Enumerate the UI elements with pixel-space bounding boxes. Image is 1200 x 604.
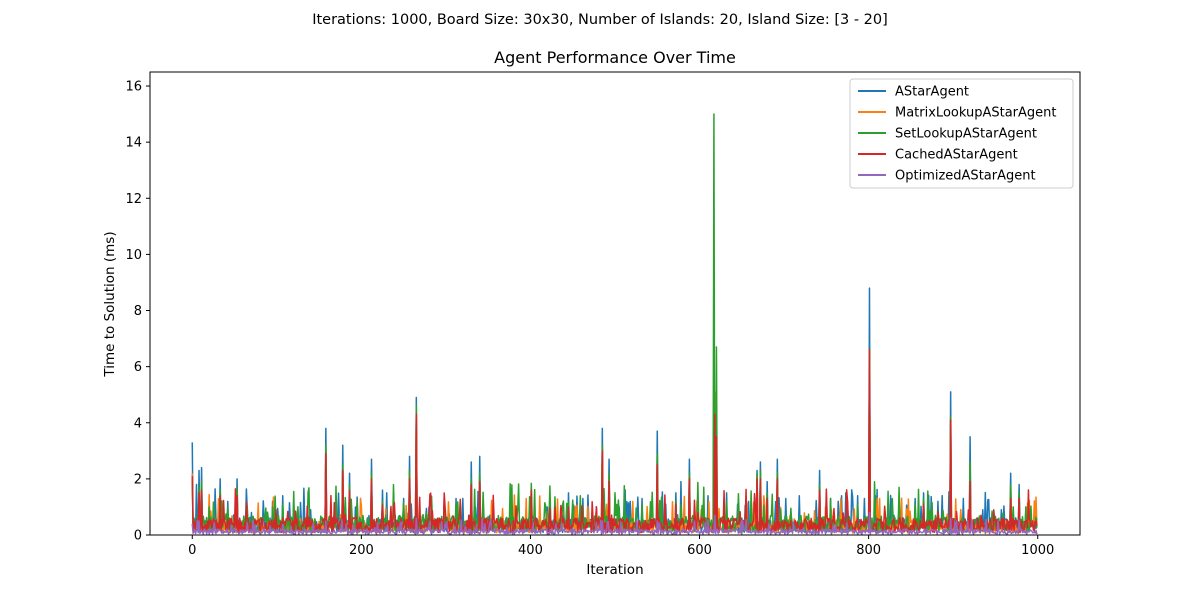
legend-label: SetLookupAStarAgent xyxy=(895,127,1037,142)
y-tick-label: 4 xyxy=(134,416,142,431)
x-tick-label: 800 xyxy=(856,543,881,558)
x-tick-label: 0 xyxy=(188,543,196,558)
x-tick-label: 600 xyxy=(687,543,712,558)
legend-box xyxy=(849,78,1074,189)
y-tick-label: 14 xyxy=(125,136,142,151)
legend-label: AStarAgent xyxy=(895,85,969,100)
y-tick-label: 6 xyxy=(134,360,142,375)
y-tick-label: 12 xyxy=(125,192,142,207)
y-tick-label: 0 xyxy=(134,529,142,544)
axes-frame xyxy=(149,71,1081,536)
x-tick-label: 1000 xyxy=(1021,543,1054,558)
x-axis-label: Iteration xyxy=(586,562,643,578)
legend: AStarAgent MatrixLookupAStarAgent SetLooku… xyxy=(849,78,1074,189)
y-axis-ticks: 0 2 4 6 8 10 12 14 16 xyxy=(125,80,150,544)
y-tick-label: 8 xyxy=(134,304,142,319)
y-tick-label: 16 xyxy=(125,80,142,95)
y-axis-label: Time to Solution (ms) xyxy=(102,231,118,377)
plot-area xyxy=(191,113,1038,535)
legend-label: CachedAStarAgent xyxy=(895,148,1018,163)
x-tick-label: 200 xyxy=(349,543,374,558)
y-tick-label: 10 xyxy=(125,248,142,263)
legend-label: OptimizedAStarAgent xyxy=(895,169,1036,184)
x-tick-label: 400 xyxy=(518,543,543,558)
x-axis-ticks: 0 200 400 600 800 1000 xyxy=(188,535,1054,558)
legend-label: MatrixLookupAStarAgent xyxy=(895,106,1057,121)
series-line xyxy=(191,511,1038,535)
series-line xyxy=(191,349,1038,534)
suptitle: Iterations: 1000, Board Size: 30x30, Num… xyxy=(312,12,888,28)
y-tick-label: 2 xyxy=(134,472,142,487)
chart-title: Agent Performance Over Time xyxy=(494,48,736,67)
